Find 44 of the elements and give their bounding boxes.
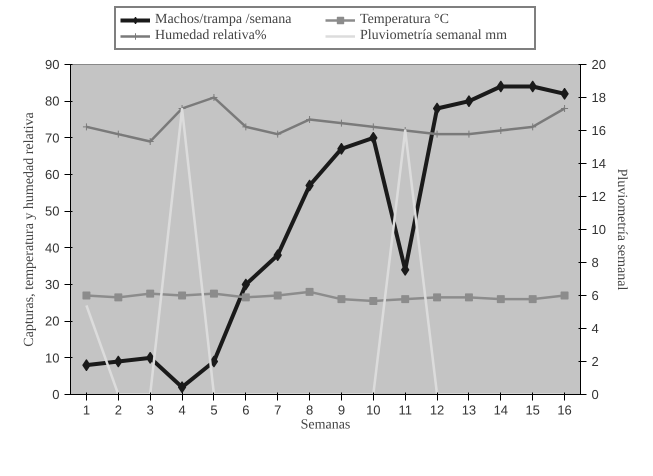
y2-tick-label: 16 — [592, 123, 606, 138]
y2-tick-label: 14 — [592, 156, 606, 171]
y-tick-label: 0 — [52, 387, 60, 402]
x-tick-label: 3 — [146, 402, 154, 418]
y2-axis-title: Pluviometría semanal — [614, 168, 629, 290]
x-tick-label: 16 — [557, 402, 572, 418]
x-tick-label: 7 — [274, 402, 282, 418]
x-tick-label: 11 — [398, 402, 412, 418]
y-tick-label: 30 — [45, 277, 60, 292]
y2-tick-label: 0 — [592, 387, 599, 402]
y2-tick-label: 6 — [592, 288, 599, 303]
y2-tick-label: 18 — [592, 90, 606, 105]
legend-label: Temperatura °C — [360, 12, 450, 28]
legend-label: Humedad relativa% — [155, 28, 268, 44]
y2-tick-label: 12 — [592, 189, 606, 204]
x-tick-label: 12 — [430, 402, 444, 418]
y2-tick-label: 10 — [592, 222, 606, 237]
x-tick-label: 4 — [178, 402, 186, 418]
x-tick-label: 14 — [494, 402, 508, 418]
y-tick-label: 90 — [45, 57, 60, 72]
x-tick-label: 2 — [114, 402, 122, 418]
x-tick-label: 15 — [525, 402, 540, 418]
y-tick-label: 70 — [45, 130, 60, 146]
y2-tick-label: 2 — [592, 354, 599, 369]
x-tick-label: 1 — [82, 402, 90, 418]
y2-tick-label: 4 — [592, 321, 599, 336]
y-tick-label: 20 — [45, 314, 60, 329]
x-tick-label: 5 — [210, 402, 218, 418]
y-tick-label: 60 — [45, 167, 60, 182]
x-tick-label: 9 — [338, 402, 346, 418]
x-tick-label: 10 — [366, 402, 381, 418]
x-axis-title: Semanas — [300, 418, 350, 432]
y-axis-title: Capturas, temperatura y humedad relativa — [22, 112, 38, 347]
y2-tick-label: 20 — [592, 57, 606, 72]
y-tick-label: 80 — [45, 94, 60, 109]
y-tick-label: 10 — [45, 350, 60, 366]
legend-label: Machos/trampa /semana — [155, 12, 292, 28]
x-tick-label: 8 — [306, 402, 314, 418]
y-tick-label: 50 — [45, 204, 60, 219]
y-tick-label: 40 — [45, 240, 60, 256]
y2-tick-label: 8 — [592, 255, 599, 270]
x-tick-label: 6 — [242, 402, 250, 418]
legend-label: Pluviometría semanal mm — [360, 28, 508, 44]
x-tick-label: 13 — [462, 402, 476, 418]
